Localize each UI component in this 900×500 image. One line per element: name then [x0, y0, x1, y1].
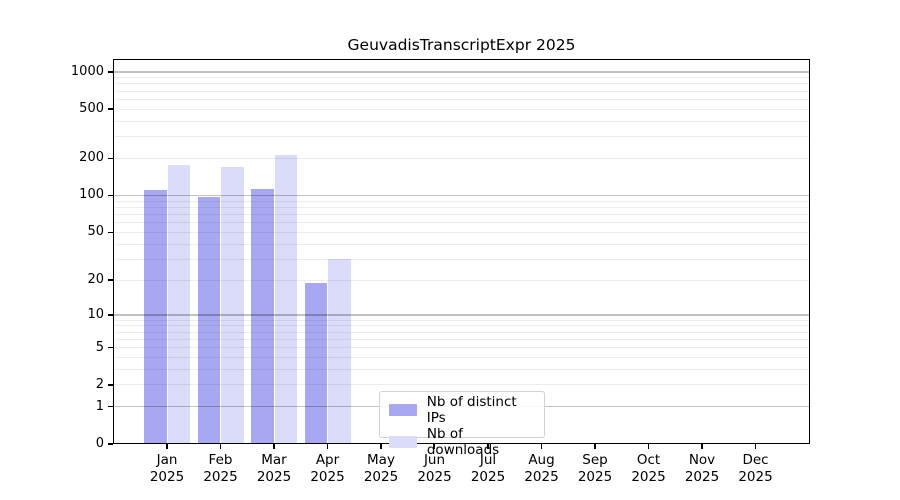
chart-title: GeuvadisTranscriptExpr 2025 [347, 36, 576, 54]
gridline-minor [113, 108, 810, 110]
gridline-minor [113, 258, 810, 260]
x-tick-label: May 2025 [363, 452, 399, 485]
x-tick-label: Nov 2025 [684, 452, 720, 485]
legend-label-downloads: Nb of downloads [426, 426, 500, 458]
bar-downloads-apr [328, 259, 351, 444]
y-tick [108, 194, 113, 197]
x-tick [326, 444, 329, 449]
x-tick-label: Feb 2025 [203, 452, 238, 485]
x-tick-label: Aug 2025 [524, 452, 559, 485]
y-tick-label: 5 [95, 339, 104, 355]
gridline-minor [113, 325, 810, 327]
plot-area [113, 59, 810, 444]
x-tick-label: Jan 2025 [149, 452, 185, 485]
y-tick [108, 346, 113, 349]
y-tick [108, 231, 113, 233]
legend-swatch-downloads [389, 436, 417, 448]
gridline-minor [113, 356, 810, 358]
bar-downloads-jan [167, 165, 190, 444]
x-tick-label: Jun 2025 [417, 452, 452, 485]
x-tick [594, 444, 596, 449]
gridline-major [113, 194, 810, 197]
bar-distinct-ips-jan [144, 190, 167, 444]
legend-item-distinct-ips: Nb of distinct IPs [389, 394, 535, 426]
bar-distinct-ips-feb [197, 197, 220, 444]
x-tick [540, 444, 543, 449]
x-tick-label: Jul 2025 [470, 452, 506, 485]
gridline-minor [113, 98, 810, 100]
y-tick [108, 443, 113, 445]
x-tick [647, 444, 650, 449]
y-tick-label: 50 [87, 224, 104, 240]
x-tick [701, 444, 703, 449]
gridline-minor [113, 213, 810, 215]
gridline-minor [113, 231, 810, 233]
y-tick [108, 108, 113, 110]
x-tick-label: Sep 2025 [577, 452, 613, 485]
y-tick-label: 1000 [70, 63, 104, 79]
bar-distinct-ips-mar [251, 188, 274, 444]
x-tick [219, 444, 222, 449]
gridline-minor [113, 319, 810, 321]
y-tick [108, 405, 113, 408]
legend-swatch-distinct-ips [389, 404, 417, 416]
gridline-minor [113, 83, 810, 85]
gridline-minor [113, 279, 810, 281]
x-tick-label: Dec 2025 [738, 452, 773, 485]
x-tick [433, 444, 436, 449]
y-tick [108, 279, 113, 281]
gridline-minor [113, 222, 810, 224]
x-tick [754, 444, 757, 449]
y-tick-label: 200 [79, 150, 104, 166]
gridline-minor [113, 200, 810, 202]
y-tick-label: 500 [79, 101, 104, 117]
y-tick [108, 384, 113, 386]
gridline-major [113, 314, 810, 316]
gridline-minor [113, 331, 810, 333]
legend-item-downloads: Nb of downloads [389, 426, 535, 458]
gridline-minor [113, 243, 810, 245]
gridline-minor [113, 206, 810, 208]
bar-downloads-mar [274, 155, 297, 444]
gridline-minor [113, 338, 810, 340]
x-tick [166, 444, 168, 449]
y-tick-label: 10 [87, 306, 104, 322]
gridline-minor [113, 368, 810, 370]
gridline-minor [113, 384, 810, 386]
x-tick-label: Mar 2025 [256, 452, 292, 485]
gridline-minor [113, 136, 810, 138]
x-tick [380, 444, 382, 449]
y-tick-label: 1 [95, 398, 104, 414]
y-tick-label: 2 [95, 376, 104, 392]
x-tick-label: Apr 2025 [310, 452, 345, 485]
y-tick [108, 71, 113, 73]
y-tick-label: 0 [95, 436, 104, 451]
legend: Nb of distinct IPs Nb of downloads [379, 391, 545, 458]
gridline-major [113, 71, 810, 73]
gridline-minor [113, 347, 810, 348]
y-tick-label: 100 [79, 187, 104, 203]
bar-downloads-feb [221, 167, 244, 444]
gridline-minor [113, 77, 810, 79]
y-tick [108, 314, 113, 316]
legend-label-distinct-ips: Nb of distinct IPs [426, 394, 517, 426]
bar-distinct-ips-apr [304, 282, 327, 444]
gridline-minor [113, 90, 810, 92]
gridline-minor [113, 120, 810, 122]
x-tick [487, 444, 489, 449]
x-tick [273, 444, 275, 449]
y-tick [108, 157, 113, 160]
x-tick-label: Oct 2025 [631, 452, 666, 485]
y-tick-label: 20 [87, 272, 104, 288]
gridline-minor [113, 157, 810, 159]
